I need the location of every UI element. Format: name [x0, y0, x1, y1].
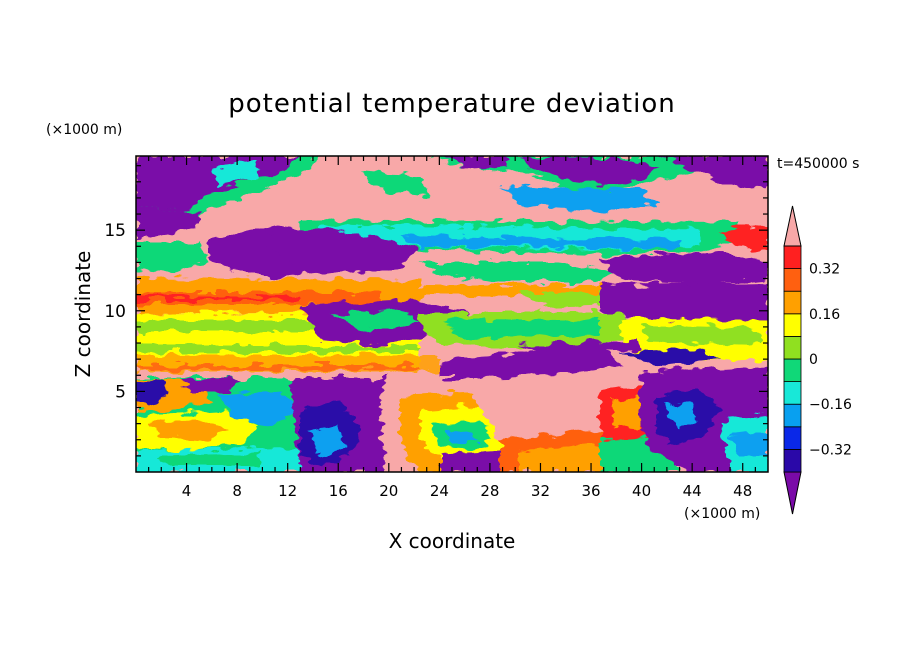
y-tick-label: 15	[104, 221, 126, 241]
colorbar-tick-label: 0.32	[809, 262, 840, 278]
x-tick-label: 12	[278, 482, 297, 500]
x-tick-label: 24	[430, 482, 449, 500]
colorbar-box	[783, 245, 802, 270]
x-axis: 4 8 12 16 20 24 28 32 36 40 44 48	[148, 156, 756, 500]
colorbar-tick-label: −0.16	[809, 397, 852, 413]
x-tick-label: 48	[733, 482, 752, 500]
colorbar-box	[783, 358, 802, 383]
colorbar-tick-label: 0.16	[809, 307, 840, 323]
x-tick-label: 28	[480, 482, 499, 500]
colorbar-box	[783, 313, 802, 337]
colorbar-box	[783, 403, 802, 428]
colorbar-box	[783, 290, 802, 315]
y-tick-label: 5	[115, 382, 126, 402]
colorbar-box	[783, 268, 802, 292]
colorbar-tick-label: −0.32	[809, 442, 852, 458]
x-unit-label: (×1000 m)	[684, 506, 760, 522]
contour-field	[136, 156, 768, 472]
colorbar-extend-low	[783, 471, 802, 515]
x-tick-label: 4	[182, 482, 192, 500]
x-tick-label: 44	[683, 482, 702, 500]
colorbar-box	[783, 426, 802, 450]
colorbar-box	[783, 448, 802, 473]
colorbar-tick-label: 0	[809, 352, 818, 368]
x-tick-label: 40	[632, 482, 651, 500]
y-axis: 5 10 15	[104, 165, 768, 457]
y-axis-label: Z coordinate	[71, 251, 95, 378]
colorbar-extend-high	[783, 205, 802, 247]
time-label: t=450000 s	[777, 156, 859, 172]
chart-title: potential temperature deviation	[228, 89, 675, 119]
colorbar: 0.32 0.16 0 −0.16 −0.32	[783, 205, 852, 515]
x-tick-label: 20	[379, 482, 398, 500]
colorbar-box	[783, 335, 802, 360]
x-axis-label: X coordinate	[389, 529, 516, 553]
x-tick-label: 16	[329, 482, 348, 500]
z-unit-label: (×1000 m)	[46, 122, 122, 138]
x-tick-label: 32	[531, 482, 550, 500]
y-tick-label: 10	[104, 302, 126, 322]
x-tick-label: 8	[232, 482, 242, 500]
x-tick-label: 36	[581, 482, 600, 500]
colorbar-box	[783, 381, 802, 405]
